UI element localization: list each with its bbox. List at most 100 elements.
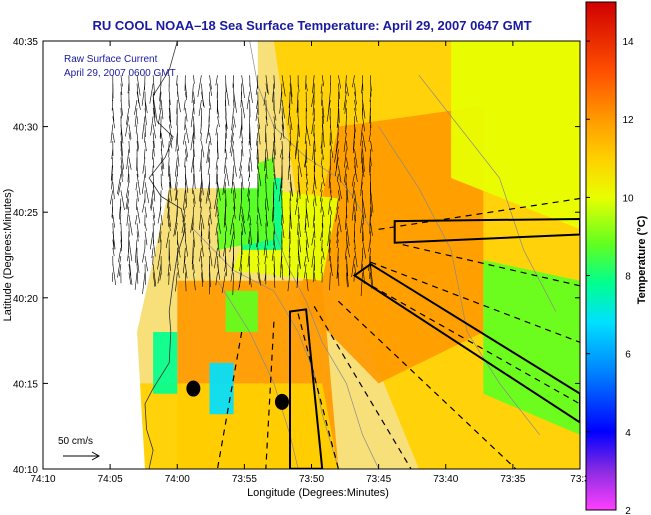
current-vector	[287, 157, 291, 180]
current-vector	[125, 182, 130, 199]
bathymetry-contour-4	[418, 74, 557, 312]
current-vector	[352, 182, 355, 199]
current-vector	[191, 83, 194, 104]
current-vector	[320, 231, 323, 241]
bathymetry-contour-5	[273, 229, 379, 469]
current-vector	[230, 264, 234, 282]
current-vector	[328, 239, 331, 253]
current-vector	[312, 264, 315, 283]
current-vector	[199, 206, 202, 230]
current-vector	[370, 83, 372, 92]
current-vector	[168, 116, 172, 129]
current-vector	[255, 83, 259, 95]
current-vector	[362, 198, 366, 218]
current-vector	[319, 190, 323, 202]
dashed-transect-0	[378, 197, 580, 230]
y-tick-label: 40:25	[13, 208, 38, 219]
current-vector	[304, 264, 307, 279]
current-vector	[279, 91, 283, 114]
current-vector	[185, 264, 188, 279]
current-vector	[117, 255, 122, 278]
dashed-transect-7	[265, 321, 275, 469]
station-marker-1	[274, 393, 289, 410]
current-vector	[120, 190, 125, 211]
current-vector	[208, 239, 210, 250]
current-vector	[281, 223, 285, 239]
vector-scale-label: 50 cm/s	[58, 436, 93, 447]
current-vector	[209, 132, 212, 146]
current-vector	[159, 91, 162, 110]
current-vector	[152, 140, 155, 157]
current-vector	[278, 182, 283, 202]
current-vector	[197, 75, 202, 97]
current-vector	[263, 91, 267, 106]
current-vector	[297, 255, 301, 270]
current-vector	[231, 173, 234, 194]
current-vector	[199, 157, 202, 172]
current-vector	[160, 190, 162, 203]
current-vector	[111, 99, 114, 111]
current-vector	[305, 83, 308, 92]
current-vector	[118, 182, 122, 196]
current-vector	[312, 214, 315, 228]
current-vector	[241, 214, 246, 235]
current-vector	[215, 165, 218, 185]
current-vector	[272, 83, 275, 103]
current-vector	[193, 99, 195, 115]
current-vector	[273, 75, 275, 89]
current-vector	[141, 116, 146, 140]
current-vector	[200, 124, 202, 134]
current-vector	[112, 264, 116, 285]
current-vector	[305, 272, 309, 292]
current-vector	[297, 157, 302, 177]
current-vector	[184, 116, 186, 131]
current-vector	[328, 165, 331, 189]
current-vector	[152, 157, 155, 168]
current-vector	[151, 247, 154, 259]
current-vector	[168, 223, 171, 231]
current-vector	[135, 214, 138, 225]
current-vector	[294, 198, 299, 215]
current-vector	[346, 264, 349, 287]
current-vector	[150, 190, 154, 209]
current-vector	[288, 165, 291, 174]
current-vector	[281, 264, 283, 274]
current-vector	[272, 214, 275, 223]
current-vector	[160, 140, 162, 151]
current-vector	[343, 91, 347, 111]
y-tick-label: 40:35	[13, 37, 38, 48]
current-vector	[362, 149, 365, 172]
current-vector	[185, 182, 187, 205]
current-vector	[120, 75, 123, 87]
current-vector	[152, 108, 156, 127]
current-vector	[338, 182, 342, 200]
current-vector	[225, 124, 227, 139]
current-vector	[281, 272, 284, 281]
current-vector	[225, 255, 227, 277]
current-vector	[321, 91, 323, 106]
current-vector	[296, 91, 299, 113]
current-vector	[233, 206, 236, 219]
current-vector	[320, 264, 323, 274]
current-vector	[190, 132, 194, 151]
current-vector	[209, 75, 212, 90]
current-vector	[233, 91, 237, 113]
current-vector	[215, 272, 218, 286]
current-vector	[336, 173, 339, 183]
current-vector	[368, 132, 371, 142]
current-vector	[126, 198, 130, 210]
current-vector	[289, 190, 292, 201]
current-vector	[126, 149, 130, 170]
current-vector	[311, 116, 315, 134]
current-vector	[256, 140, 259, 160]
current-vector	[320, 140, 323, 149]
current-vector	[311, 91, 315, 108]
current-vector	[354, 247, 358, 268]
current-vector	[136, 198, 138, 211]
current-vector	[360, 272, 363, 297]
current-vector	[141, 173, 146, 194]
current-vector	[344, 247, 347, 260]
current-vector	[303, 255, 307, 267]
current-vector	[119, 214, 122, 225]
current-vector	[273, 108, 277, 121]
